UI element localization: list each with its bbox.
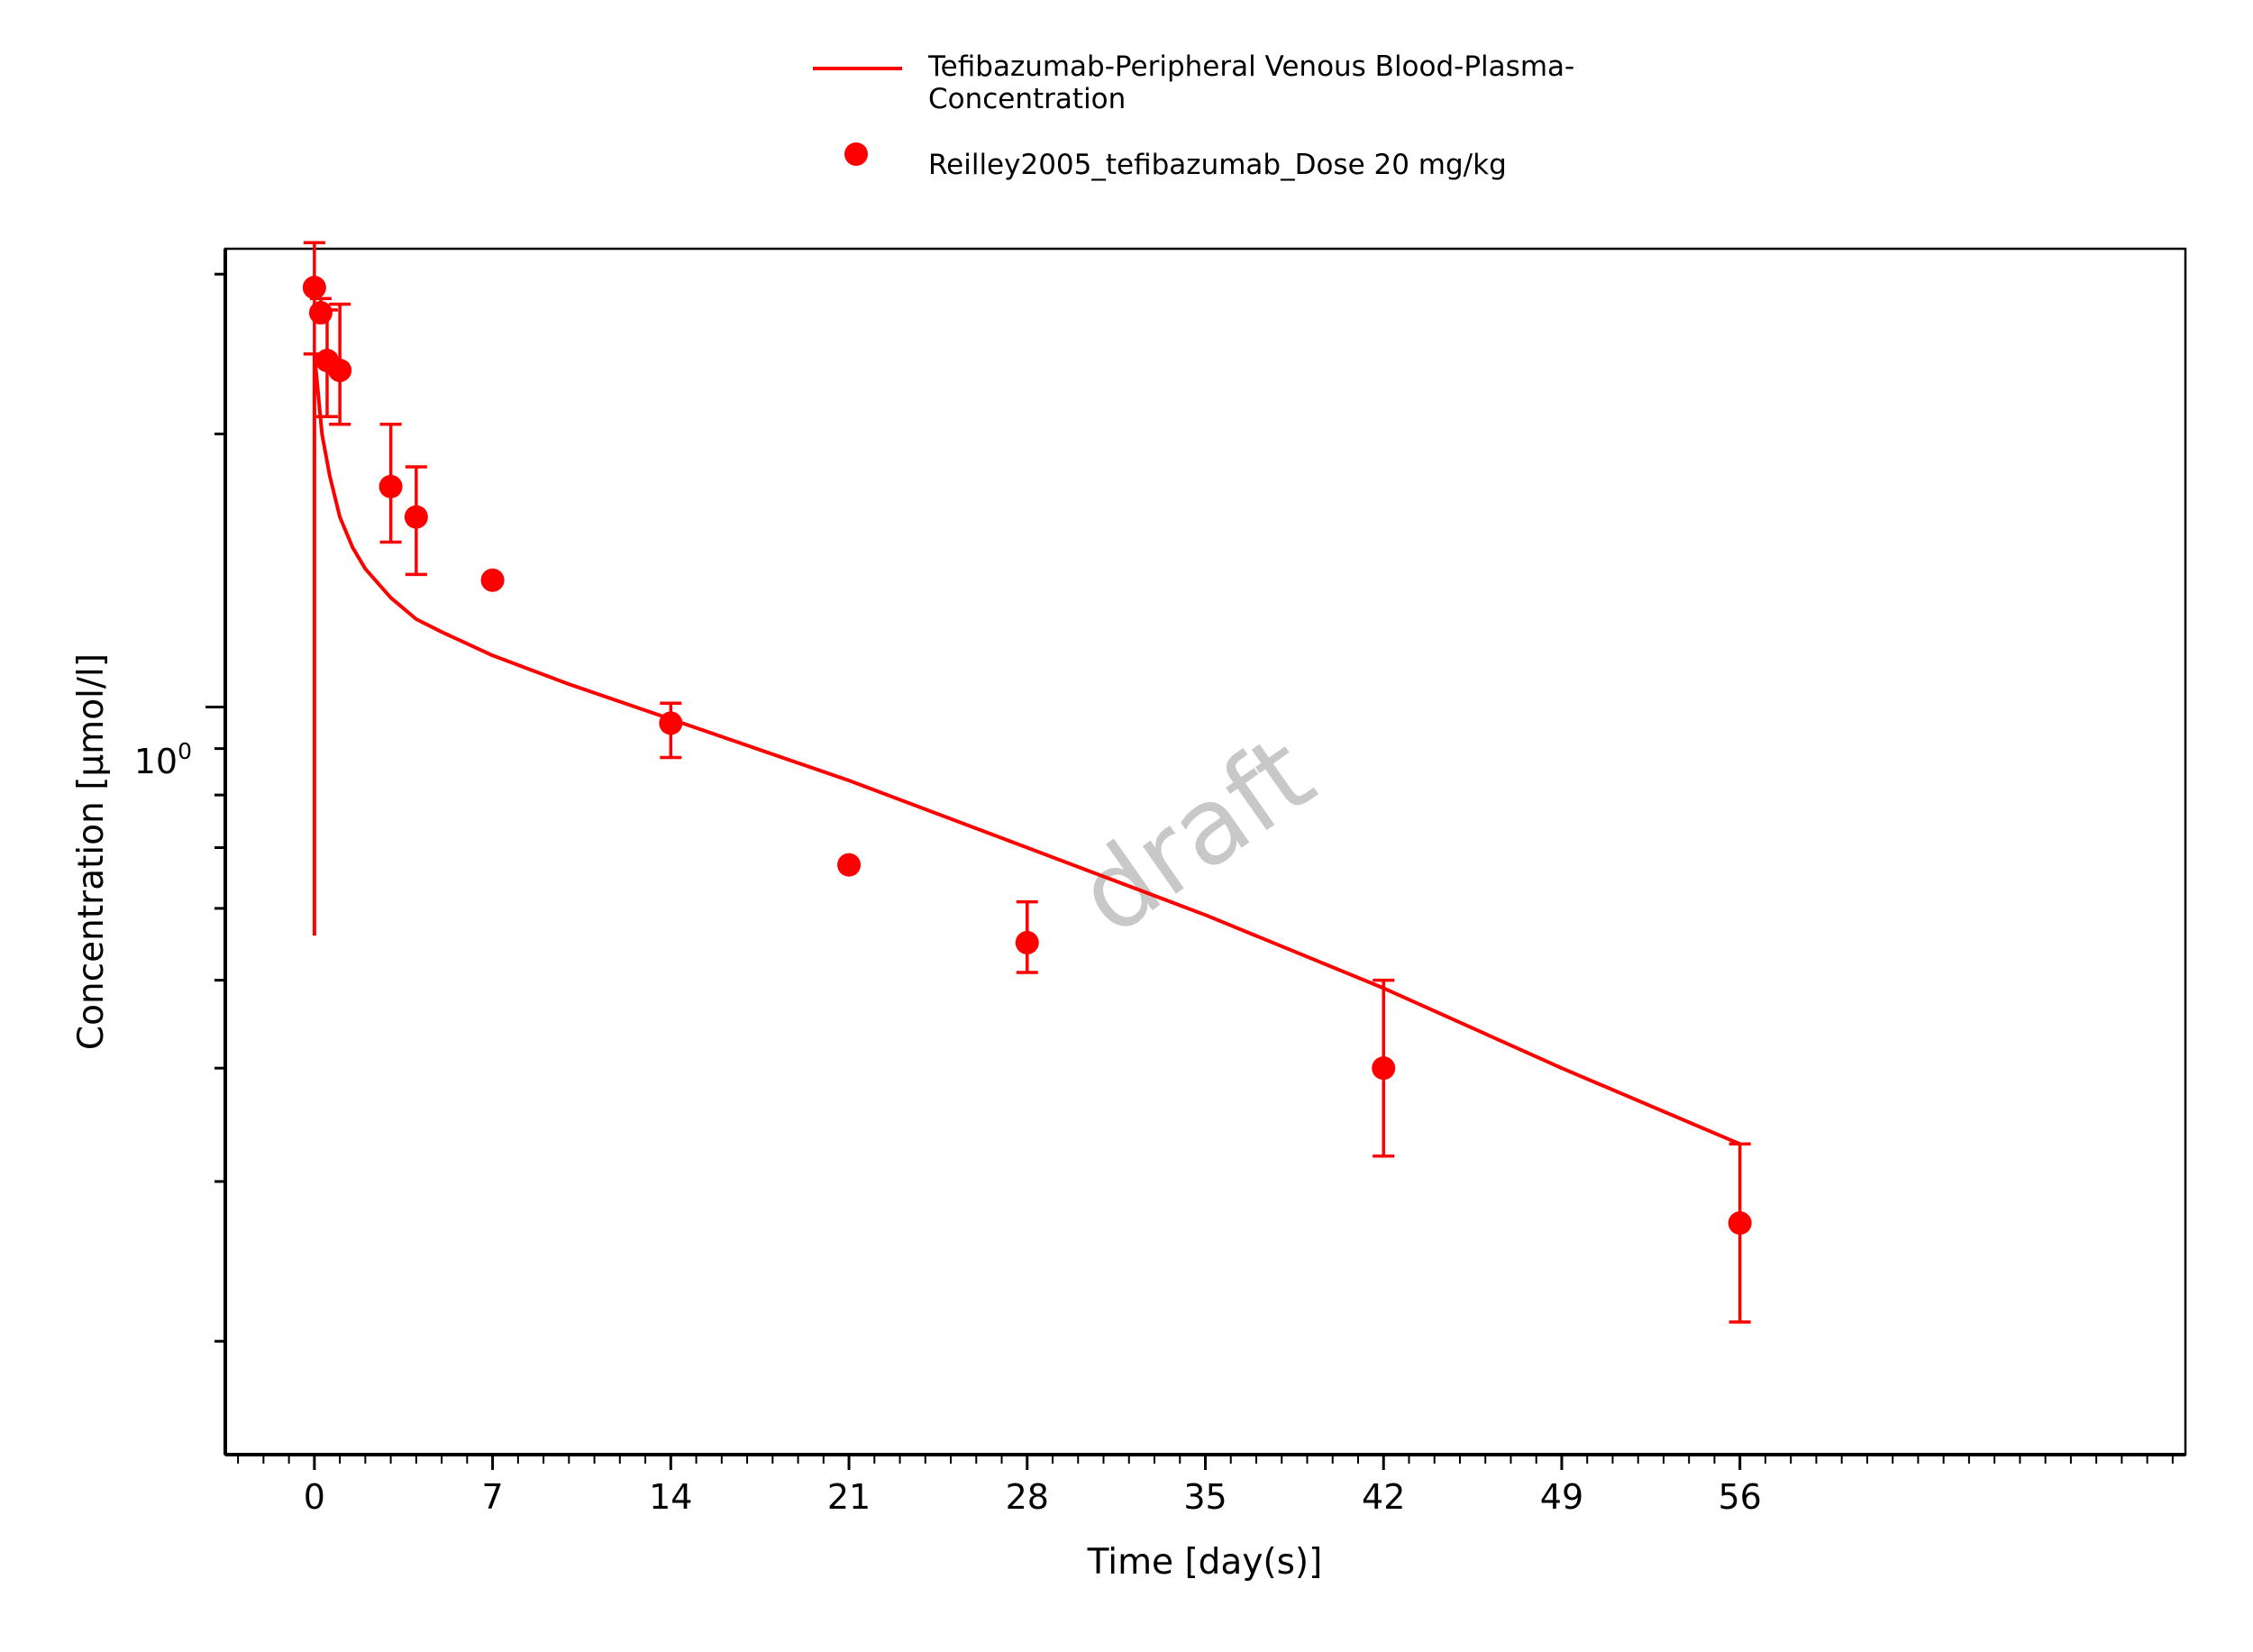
- legend-marker-label: Reilley2005_tefibazumab_Dose 20 mg/kg: [928, 149, 1507, 181]
- y-axis-title: Concentration [µmol/l]: [71, 653, 112, 1050]
- data-point: [328, 358, 352, 382]
- x-tick-label: 14: [649, 1477, 692, 1517]
- legend-line-label-1: Tefibazumab-Peripheral Venous Blood-Plas…: [927, 50, 1574, 83]
- y-tick-label-exponent: 0: [178, 738, 192, 764]
- y-tick-label-base: 10: [134, 742, 178, 781]
- x-tick-label: 49: [1540, 1477, 1583, 1517]
- data-point: [404, 505, 428, 529]
- data-point: [1372, 1056, 1396, 1081]
- x-tick-label: 0: [304, 1477, 325, 1517]
- data-point: [480, 568, 505, 592]
- watermark: draft: [1056, 711, 1336, 958]
- simulation-line: [312, 351, 1741, 1146]
- x-axis-title: Time [day(s)]: [1087, 1542, 1323, 1583]
- x-tick-label: 35: [1183, 1477, 1227, 1517]
- data-point: [308, 301, 333, 325]
- data-point: [837, 853, 862, 877]
- legend-line-label-2: Concentration: [928, 83, 1126, 115]
- series-layer: [302, 241, 1752, 1324]
- x-ticks: 0 7 14 21 28 35 42 49 56: [237, 1455, 2174, 1517]
- data-point: [659, 711, 683, 735]
- data-point: [1015, 930, 1039, 954]
- legend-marker-swatch: [844, 142, 868, 166]
- legend: Tefibazumab-Peripheral Venous Blood-Plas…: [813, 50, 1574, 181]
- x-tick-label: 56: [1719, 1477, 1762, 1517]
- y-ticks: 100: [134, 272, 225, 1343]
- x-tick-label: 28: [1006, 1477, 1049, 1517]
- data-point: [379, 474, 403, 498]
- data-point: [1728, 1211, 1752, 1236]
- y-tick-label-1: 100: [134, 738, 192, 781]
- x-tick-label: 42: [1362, 1477, 1405, 1517]
- x-tick-label: 7: [481, 1477, 503, 1517]
- data-point: [302, 276, 326, 300]
- x-tick-label: 21: [827, 1477, 871, 1517]
